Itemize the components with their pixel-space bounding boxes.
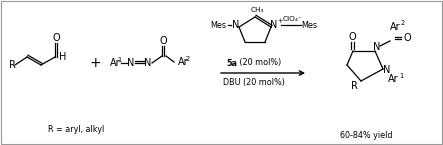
Text: N: N	[232, 20, 240, 30]
Text: Ar: Ar	[390, 22, 400, 32]
Text: 1: 1	[399, 73, 403, 79]
Text: Mes: Mes	[210, 20, 226, 29]
Text: N: N	[144, 58, 152, 68]
Text: 2: 2	[401, 20, 405, 26]
Text: Ar: Ar	[178, 57, 189, 67]
Text: Ar: Ar	[110, 58, 120, 68]
Text: ClO₄⁻: ClO₄⁻	[283, 16, 303, 22]
Text: O: O	[348, 32, 356, 42]
Text: +: +	[277, 18, 283, 24]
Text: O: O	[403, 33, 411, 43]
Text: 2: 2	[186, 56, 190, 62]
Text: (20 mol%): (20 mol%)	[237, 58, 281, 68]
Text: +: +	[89, 56, 101, 70]
Text: R: R	[8, 60, 16, 70]
Text: CH₃: CH₃	[250, 7, 264, 13]
Text: N: N	[383, 65, 391, 75]
Text: N: N	[373, 42, 381, 52]
Text: R = aryl, alkyl: R = aryl, alkyl	[48, 125, 104, 134]
Text: Ar: Ar	[388, 74, 398, 84]
Text: Mes: Mes	[301, 20, 317, 29]
Text: 5a: 5a	[226, 58, 237, 68]
Text: 60-84% yield: 60-84% yield	[340, 130, 392, 139]
Text: H: H	[59, 52, 67, 62]
Text: R: R	[350, 81, 358, 91]
Text: DBU (20 mol%): DBU (20 mol%)	[223, 78, 285, 87]
Text: N: N	[127, 58, 135, 68]
Text: O: O	[52, 33, 60, 43]
Text: 1: 1	[117, 57, 121, 63]
Text: N: N	[270, 20, 278, 30]
Text: O: O	[159, 36, 167, 46]
